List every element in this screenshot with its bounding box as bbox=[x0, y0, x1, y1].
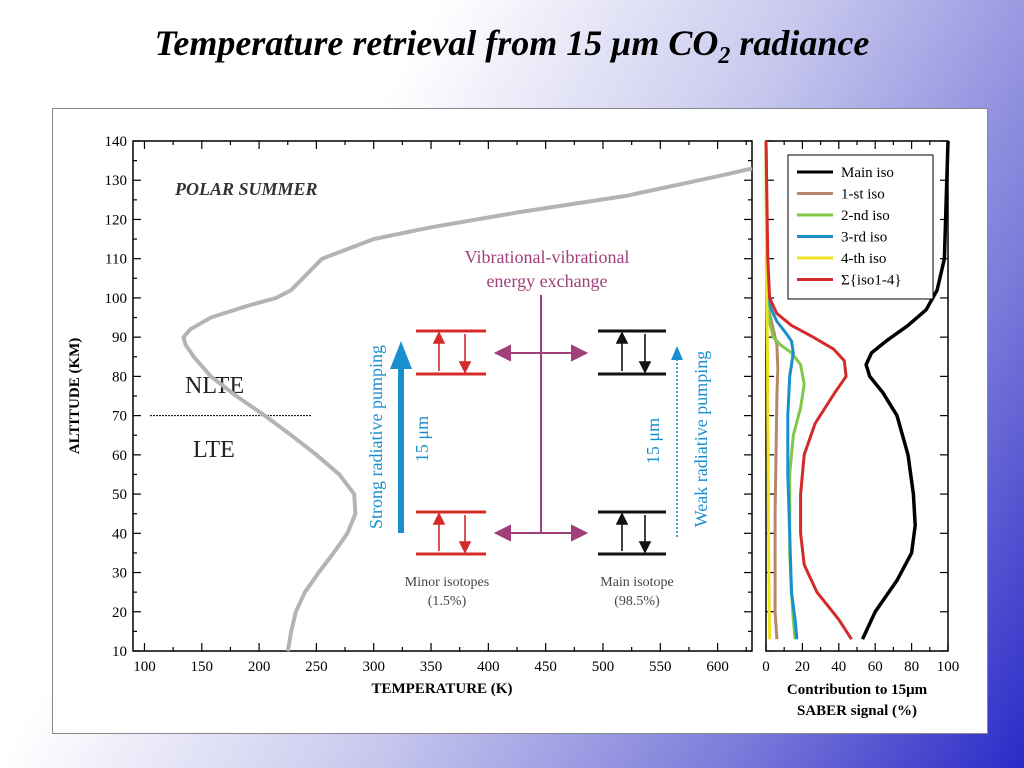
title-prefix: Temperature retrieval from 15 bbox=[154, 23, 612, 63]
temperature-tick-label: 150 bbox=[191, 659, 214, 675]
temperature-profile-line bbox=[181, 166, 753, 652]
minor-lower-up-arrowhead bbox=[432, 512, 446, 525]
vv-label-line1: Vibrational-vibrational bbox=[465, 247, 630, 267]
lte-label: LTE bbox=[193, 437, 235, 463]
altitude-tick-label: 40 bbox=[112, 526, 127, 542]
legend-label-iso3: 3-rd iso bbox=[841, 230, 887, 246]
title-subscript: 2 bbox=[718, 43, 731, 70]
altitude-tick-label: 70 bbox=[112, 409, 127, 425]
contribution-tick-label: 20 bbox=[795, 659, 810, 675]
main-isotope-levels bbox=[598, 329, 666, 556]
contribution-tick-label: 60 bbox=[868, 659, 883, 675]
altitude-tick-label: 100 bbox=[105, 291, 128, 307]
strong-pumping-arrowhead bbox=[390, 341, 412, 369]
series-line-main_iso bbox=[860, 140, 950, 640]
vv-upper-right-arrowhead bbox=[571, 344, 589, 362]
altitude-tick-label: 130 bbox=[105, 173, 128, 189]
altitude-tick-label: 110 bbox=[105, 252, 127, 268]
temperature-tick-label: 500 bbox=[592, 659, 615, 675]
legend: Main iso 1-st iso 2-nd iso 3-rd iso 4-th iso… bbox=[797, 165, 902, 289]
minor-isotope-levels bbox=[416, 329, 486, 556]
temperature-tick-label: 550 bbox=[649, 659, 672, 675]
temperature-x-label: TEMPERATURE (K) bbox=[372, 681, 513, 697]
altitude-y-label: ALTITUDE (KM) bbox=[67, 338, 83, 455]
minor-isotopes-percent: (1.5%) bbox=[428, 594, 467, 609]
polar-summer-label: POLAR SUMMER bbox=[174, 179, 318, 199]
wavelength-left-label: 15 μm bbox=[412, 416, 432, 462]
minor-isotope-arrows bbox=[432, 331, 472, 554]
temperature-tick-label: 400 bbox=[477, 659, 500, 675]
altitude-tick-label: 50 bbox=[112, 487, 127, 503]
title-mid: m CO bbox=[631, 23, 719, 63]
altitude-tick-label: 20 bbox=[112, 605, 127, 621]
series-line-iso4 bbox=[764, 140, 772, 640]
contribution-curves bbox=[764, 140, 950, 641]
altitude-tick-label: 120 bbox=[105, 212, 128, 228]
temperature-tick-label: 250 bbox=[305, 659, 328, 675]
vv-label-line2: energy exchange bbox=[486, 271, 607, 291]
altitude-tick-label: 10 bbox=[112, 644, 127, 660]
altitude-tick-label: 90 bbox=[112, 330, 127, 346]
minor-upper-down-arrowhead bbox=[458, 361, 472, 374]
title-suffix: radiance bbox=[730, 23, 870, 63]
temperature-tick-label: 450 bbox=[534, 659, 557, 675]
main-upper-up-arrowhead bbox=[615, 331, 629, 344]
legend-label-sum: Σ{iso1-4} bbox=[841, 273, 902, 289]
minor-isotopes-label: Minor isotopes bbox=[405, 575, 489, 590]
contribution-x-label-line2: SABER signal (%) bbox=[797, 703, 917, 719]
vv-exchange-arrows bbox=[493, 295, 589, 542]
legend-label-iso1: 1-st iso bbox=[841, 187, 885, 203]
legend-label-main_iso: Main iso bbox=[841, 165, 894, 181]
main-upper-down-arrowhead bbox=[638, 361, 652, 374]
vv-lower-left-arrowhead bbox=[493, 524, 511, 542]
slide-title: Temperature retrieval from 15 μm CO2 rad… bbox=[0, 22, 1024, 70]
contribution-tick-label: 80 bbox=[904, 659, 919, 675]
contribution-tick-label: 0 bbox=[762, 659, 770, 675]
wavelength-right-label: 15 μm bbox=[643, 418, 663, 464]
figure-panel: 10 20 30 40 50 60 70 80 90 100 110 120 130 140 100 150 2… bbox=[52, 108, 988, 734]
title-mu: μ bbox=[611, 23, 632, 63]
temperature-ticks: 10 20 30 40 50 60 70 80 90 100 110 120 130 140 100 150 2… bbox=[105, 134, 752, 675]
minor-upper-up-arrowhead bbox=[432, 331, 446, 344]
weak-pumping-label: Weak radiative pumping bbox=[691, 351, 711, 528]
series-line-sum bbox=[764, 140, 853, 641]
legend-box bbox=[787, 154, 934, 300]
altitude-tick-label: 80 bbox=[112, 369, 127, 385]
main-lower-up-arrowhead bbox=[615, 512, 629, 525]
legend-label-iso4: 4-th iso bbox=[841, 251, 886, 267]
main-isotope-arrows bbox=[615, 331, 652, 554]
strong-pumping-label: Strong radiative pumping bbox=[366, 345, 386, 529]
contribution-tick-label: 100 bbox=[937, 659, 960, 675]
vv-lower-right-arrowhead bbox=[571, 524, 589, 542]
legend-label-iso2: 2-nd iso bbox=[841, 208, 890, 224]
series-line-iso3 bbox=[764, 140, 799, 640]
main-lower-down-arrowhead bbox=[638, 541, 652, 554]
main-isotope-percent: (98.5%) bbox=[614, 594, 660, 609]
figure-svg: 10 20 30 40 50 60 70 80 90 100 110 120 130 140 100 150 2… bbox=[67, 134, 960, 719]
altitude-tick-label: 60 bbox=[112, 448, 127, 464]
minor-lower-down-arrowhead bbox=[458, 541, 472, 554]
temperature-tick-label: 600 bbox=[706, 659, 729, 675]
altitude-tick-label: 140 bbox=[105, 134, 128, 150]
temperature-tick-label: 300 bbox=[362, 659, 385, 675]
main-isotope-label: Main isotope bbox=[600, 575, 674, 590]
temperature-tick-label: 350 bbox=[420, 659, 443, 675]
contribution-x-label: Contribution to 15μm bbox=[787, 682, 928, 698]
temperature-tick-label: 200 bbox=[248, 659, 271, 675]
vv-upper-left-arrowhead bbox=[493, 344, 511, 362]
temperature-tick-label: 100 bbox=[133, 659, 156, 675]
altitude-tick-label: 30 bbox=[112, 566, 127, 582]
contribution-tick-label: 40 bbox=[831, 659, 846, 675]
weak-pumping-arrowhead bbox=[671, 346, 683, 360]
